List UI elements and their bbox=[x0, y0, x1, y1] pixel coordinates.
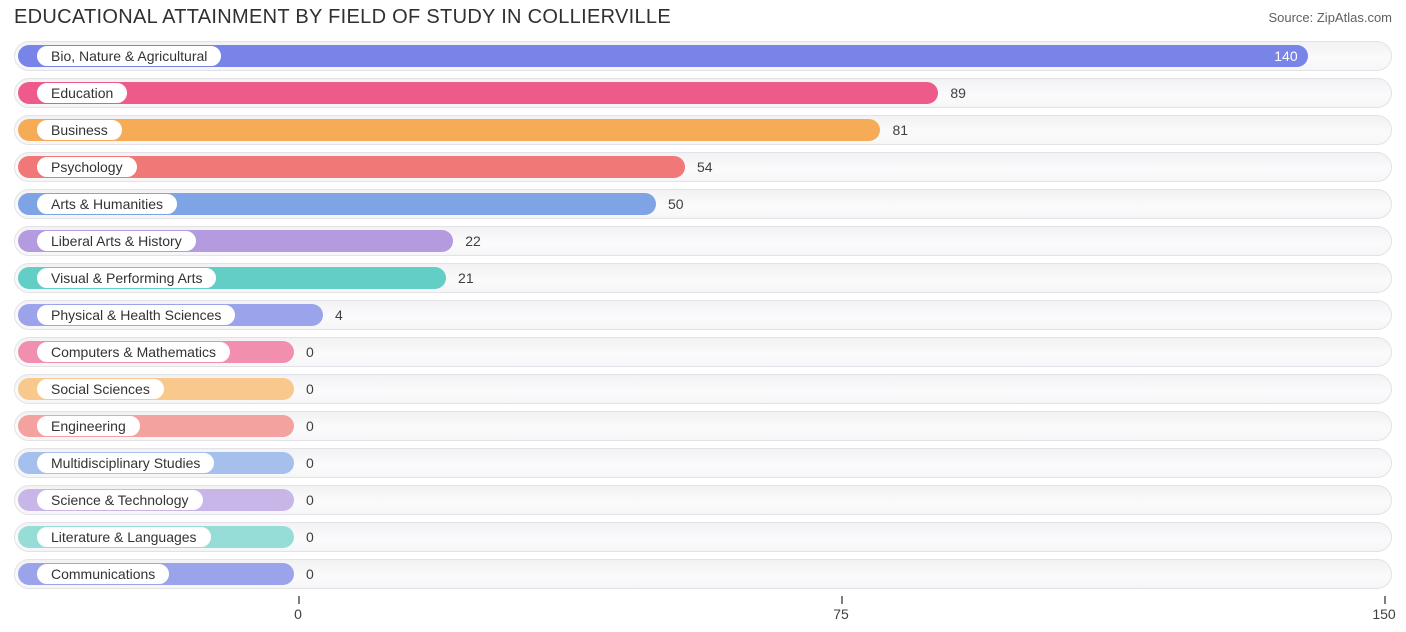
chart-source: Source: ZipAtlas.com bbox=[1268, 10, 1392, 25]
bar-row: Communications 0 bbox=[14, 559, 1392, 589]
bar-value-label: 0 bbox=[306, 529, 314, 545]
bar-row: Visual & Performing Arts 21 bbox=[14, 263, 1392, 293]
bar-value-label: 81 bbox=[892, 122, 908, 138]
bar-value-label: 4 bbox=[335, 307, 343, 323]
bar-row: Business 81 bbox=[14, 115, 1392, 145]
bar-value-label: 54 bbox=[697, 159, 713, 175]
category-pill: Multidisciplinary Studies bbox=[36, 452, 215, 474]
category-pill: Social Sciences bbox=[36, 378, 165, 400]
bar-row: Engineering 0 bbox=[14, 411, 1392, 441]
x-axis-tick bbox=[1384, 596, 1386, 604]
category-pill: Arts & Humanities bbox=[36, 193, 178, 215]
category-pill: Physical & Health Sciences bbox=[36, 304, 236, 326]
bar-row: Arts & Humanities 50 bbox=[14, 189, 1392, 219]
category-pill: Business bbox=[36, 119, 123, 141]
bar-value-label: 21 bbox=[458, 270, 474, 286]
category-pill: Psychology bbox=[36, 156, 138, 178]
bar-row: Science & Technology 0 bbox=[14, 485, 1392, 515]
bar-fill bbox=[18, 119, 880, 141]
chart-header: EDUCATIONAL ATTAINMENT BY FIELD OF STUDY… bbox=[0, 0, 1406, 33]
bar-value-label: 22 bbox=[465, 233, 481, 249]
chart-title: EDUCATIONAL ATTAINMENT BY FIELD OF STUDY… bbox=[14, 6, 671, 29]
bar-fill bbox=[18, 82, 938, 104]
bar-row: Literature & Languages 0 bbox=[14, 522, 1392, 552]
chart-area: Bio, Nature & Agricultural 140 Education 89… bbox=[0, 33, 1406, 589]
bar-row: Education 89 bbox=[14, 78, 1392, 108]
bar-row: Physical & Health Sciences 4 bbox=[14, 300, 1392, 330]
bar-row: Social Sciences 0 bbox=[14, 374, 1392, 404]
category-pill: Education bbox=[36, 82, 128, 104]
x-axis-tick bbox=[841, 596, 843, 604]
category-pill: Engineering bbox=[36, 415, 141, 437]
bar-row: Liberal Arts & History 22 bbox=[14, 226, 1392, 256]
x-axis-label: 75 bbox=[833, 606, 849, 622]
bar-row: Bio, Nature & Agricultural 140 bbox=[14, 41, 1392, 71]
category-pill: Communications bbox=[36, 563, 170, 585]
x-axis-label: 150 bbox=[1372, 606, 1395, 622]
bar-value-label: 0 bbox=[306, 344, 314, 360]
bar-row: Psychology 54 bbox=[14, 152, 1392, 182]
category-pill: Literature & Languages bbox=[36, 526, 212, 548]
x-axis: 0 75 150 bbox=[14, 596, 1392, 624]
category-pill: Computers & Mathematics bbox=[36, 341, 231, 363]
x-axis-label: 0 bbox=[294, 606, 302, 622]
category-pill: Science & Technology bbox=[36, 489, 204, 511]
bar-value-label: 140 bbox=[1274, 48, 1297, 64]
x-axis-tick bbox=[298, 596, 300, 604]
bar-value-label: 0 bbox=[306, 418, 314, 434]
category-pill: Bio, Nature & Agricultural bbox=[36, 45, 222, 67]
bar-value-label: 89 bbox=[950, 85, 966, 101]
bar-value-label: 50 bbox=[668, 196, 684, 212]
bar-value-label: 0 bbox=[306, 381, 314, 397]
bar-row: Computers & Mathematics 0 bbox=[14, 337, 1392, 367]
bar-value-label: 0 bbox=[306, 455, 314, 471]
bar-value-label: 0 bbox=[306, 566, 314, 582]
category-pill: Liberal Arts & History bbox=[36, 230, 197, 252]
category-pill: Visual & Performing Arts bbox=[36, 267, 217, 289]
bar-value-label: 0 bbox=[306, 492, 314, 508]
bar-row: Multidisciplinary Studies 0 bbox=[14, 448, 1392, 478]
